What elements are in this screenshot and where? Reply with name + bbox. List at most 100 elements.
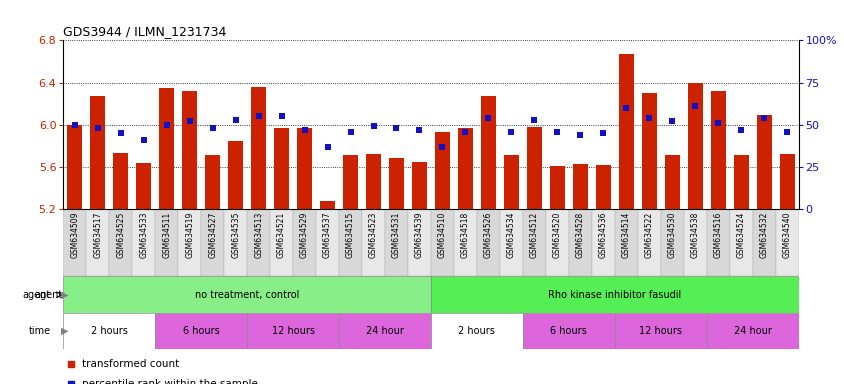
Text: no treatment, control: no treatment, control <box>195 290 299 300</box>
Bar <box>155 313 246 349</box>
Bar <box>614 209 637 276</box>
Bar <box>385 209 408 276</box>
Bar <box>86 209 109 276</box>
Point <box>114 130 127 136</box>
Text: time: time <box>29 326 51 336</box>
Bar <box>247 313 338 349</box>
Text: GSM634531: GSM634531 <box>392 212 401 258</box>
Bar <box>293 209 316 276</box>
Bar <box>572 164 587 209</box>
Text: 12 hours: 12 hours <box>271 326 314 336</box>
Text: 24 hour: 24 hour <box>733 326 771 336</box>
Text: GSM634540: GSM634540 <box>782 212 791 258</box>
Bar <box>710 91 725 209</box>
Point <box>344 129 357 135</box>
Text: 24 hour: 24 hour <box>365 326 403 336</box>
Text: GSM634510: GSM634510 <box>437 212 446 258</box>
Text: GSM634524: GSM634524 <box>736 212 744 258</box>
Bar <box>545 209 568 276</box>
Bar <box>637 209 660 276</box>
Bar <box>728 209 752 276</box>
Text: GSM634539: GSM634539 <box>414 212 424 258</box>
Bar <box>775 209 798 276</box>
Bar <box>755 115 771 209</box>
Bar <box>63 313 155 349</box>
Text: GSM634525: GSM634525 <box>116 212 125 258</box>
Text: GSM634515: GSM634515 <box>346 212 354 258</box>
Bar <box>68 125 82 209</box>
Point <box>550 129 564 135</box>
Text: 2 hours: 2 hours <box>458 326 495 336</box>
Bar <box>503 156 518 209</box>
Text: GSM634529: GSM634529 <box>300 212 309 258</box>
Bar <box>205 156 220 209</box>
Text: GSM634518: GSM634518 <box>460 212 469 258</box>
Text: GSM634532: GSM634532 <box>759 212 768 258</box>
Bar <box>408 209 430 276</box>
Bar <box>251 87 266 209</box>
Bar <box>361 209 385 276</box>
Bar <box>527 127 541 209</box>
Bar <box>201 209 224 276</box>
Bar <box>435 132 449 209</box>
Text: GSM634537: GSM634537 <box>322 212 332 258</box>
Point <box>756 115 770 121</box>
Bar <box>320 201 334 209</box>
Bar <box>733 156 748 209</box>
Text: 12 hours: 12 hours <box>638 326 681 336</box>
Bar <box>178 209 201 276</box>
Bar <box>687 83 701 209</box>
Text: agent: agent <box>34 290 62 300</box>
Point <box>91 125 105 131</box>
Text: GSM634528: GSM634528 <box>575 212 584 258</box>
Text: transformed count: transformed count <box>82 359 179 369</box>
Text: ▶: ▶ <box>61 326 68 336</box>
Text: Rho kinase inhibitor fasudil: Rho kinase inhibitor fasudil <box>548 290 680 300</box>
Point <box>619 105 632 111</box>
Bar <box>568 209 591 276</box>
Bar <box>457 128 473 209</box>
Point <box>458 129 472 135</box>
Bar <box>247 209 270 276</box>
Point <box>573 132 587 138</box>
Bar <box>453 209 476 276</box>
Bar <box>297 128 311 209</box>
Point <box>206 125 219 131</box>
Bar <box>63 209 86 276</box>
Bar <box>480 96 495 209</box>
Bar <box>273 128 289 209</box>
Bar <box>614 313 706 349</box>
Text: GSM634520: GSM634520 <box>552 212 561 258</box>
Text: GSM634530: GSM634530 <box>667 212 676 258</box>
Text: GSM634516: GSM634516 <box>713 212 722 258</box>
Point <box>711 120 724 126</box>
Text: GSM634511: GSM634511 <box>162 212 171 258</box>
Point <box>504 129 517 135</box>
Point <box>366 123 380 129</box>
Text: GSM634538: GSM634538 <box>690 212 699 258</box>
Bar <box>63 276 430 313</box>
Bar <box>316 209 338 276</box>
Bar <box>522 313 614 349</box>
Text: 6 hours: 6 hours <box>549 326 587 336</box>
Bar <box>706 209 728 276</box>
Bar <box>412 162 426 209</box>
Point <box>527 117 540 123</box>
Point <box>596 130 609 136</box>
Bar <box>343 156 358 209</box>
Point <box>229 117 242 123</box>
Text: GSM634517: GSM634517 <box>93 212 102 258</box>
Bar <box>591 209 614 276</box>
Point <box>297 127 311 133</box>
Point <box>137 137 150 143</box>
Text: GSM634514: GSM634514 <box>621 212 630 258</box>
Bar <box>136 163 151 209</box>
Point <box>664 118 678 124</box>
Bar <box>706 313 798 349</box>
Point <box>183 118 197 124</box>
Bar <box>595 165 610 209</box>
Bar <box>338 209 361 276</box>
Bar <box>270 209 293 276</box>
Bar <box>430 276 798 313</box>
Text: GSM634522: GSM634522 <box>644 212 653 258</box>
